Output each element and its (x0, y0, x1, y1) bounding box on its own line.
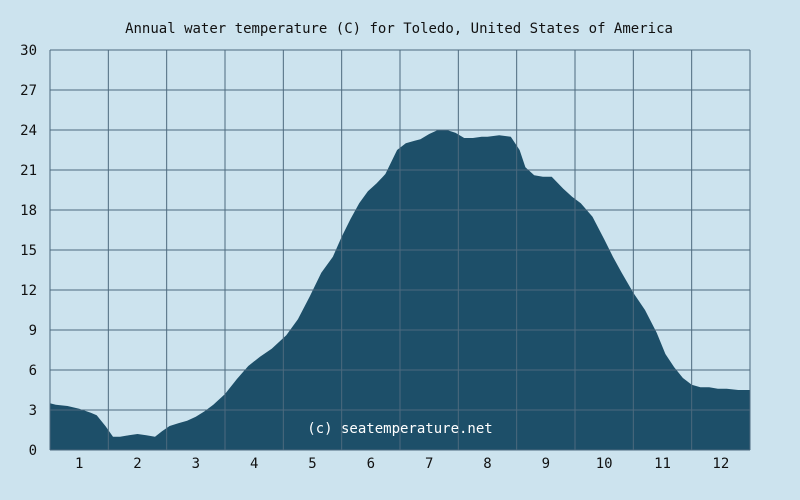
y-tick-label: 24 (20, 123, 37, 139)
y-tick-label: 0 (29, 443, 37, 459)
watermark-text: (c) seatemperature.net (307, 421, 492, 437)
y-tick-label: 18 (20, 203, 37, 219)
x-tick-label: 6 (367, 456, 375, 472)
y-tick-label: 3 (29, 403, 37, 419)
x-tick-label: 3 (192, 456, 200, 472)
y-tick-label: 12 (20, 283, 37, 299)
y-tick-label: 6 (29, 363, 37, 379)
x-tick-label: 11 (654, 456, 671, 472)
x-tick-label: 12 (712, 456, 729, 472)
x-tick-label: 1 (75, 456, 83, 472)
y-tick-label: 21 (20, 163, 37, 179)
chart-title: Annual water temperature (C) for Toledo,… (125, 21, 673, 37)
x-tick-label: 8 (483, 456, 491, 472)
y-tick-label: 27 (20, 83, 37, 99)
y-tick-label: 9 (29, 323, 37, 339)
x-tick-label: 7 (425, 456, 433, 472)
x-tick-label: 9 (542, 456, 550, 472)
y-tick-label: 15 (20, 243, 37, 259)
x-tick-label: 5 (308, 456, 316, 472)
x-tick-label: 4 (250, 456, 258, 472)
x-tick-label: 10 (596, 456, 613, 472)
x-tick-label: 2 (133, 456, 141, 472)
y-tick-label: 30 (20, 43, 37, 59)
